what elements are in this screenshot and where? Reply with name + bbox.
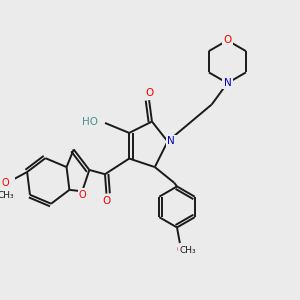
Text: O: O [102, 196, 110, 206]
Text: O: O [79, 190, 87, 200]
Text: HO: HO [82, 116, 98, 127]
Text: CH₃: CH₃ [0, 190, 14, 200]
Text: O: O [223, 35, 232, 45]
Text: CH₃: CH₃ [179, 246, 196, 255]
Text: O: O [2, 178, 9, 188]
Text: N: N [224, 78, 231, 88]
Text: O: O [176, 245, 184, 255]
Text: O: O [145, 88, 153, 98]
Text: N: N [167, 136, 175, 146]
